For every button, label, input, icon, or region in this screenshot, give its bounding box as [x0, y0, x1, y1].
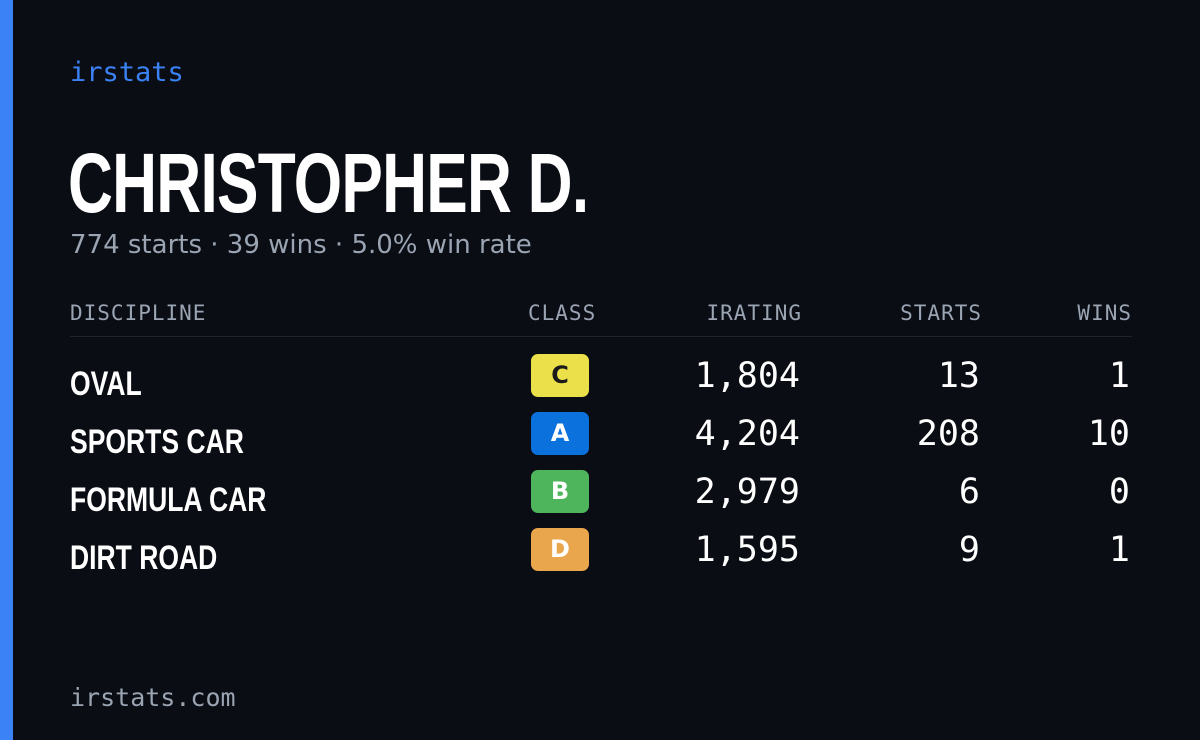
discipline-name: FORMULA CAR: [70, 481, 267, 519]
irating-value: 2,979: [694, 472, 800, 512]
class-badge: B: [531, 470, 589, 513]
table-header: DISCIPLINE CLASS IRATING STARTS WINS: [70, 298, 1132, 337]
table-row: OVAL C 1,804 13 1: [70, 354, 1132, 412]
discipline-name: SPORTS CAR: [70, 423, 244, 461]
table-row: FORMULA CAR B 2,979 6 0: [70, 470, 1132, 528]
irating-value: 1,595: [694, 530, 800, 570]
brand-logo-text: irstats: [70, 57, 184, 88]
header-class: CLASS: [528, 301, 597, 325]
table-row: DIRT ROAD D 1,595 9 1: [70, 528, 1132, 586]
table-row: SPORTS CAR A 4,204 208 10: [70, 412, 1132, 470]
starts-value: 208: [916, 414, 980, 454]
discipline-name: OVAL: [70, 365, 142, 403]
footer-url: irstats.com: [70, 683, 236, 712]
class-badge: C: [531, 354, 589, 397]
driver-summary: 774 starts · 39 wins · 5.0% win rate: [70, 230, 532, 260]
wins-value: 0: [1108, 472, 1130, 512]
starts-value: 6: [958, 472, 980, 512]
header-wins: WINS: [1077, 301, 1132, 325]
header-discipline: DISCIPLINE: [70, 301, 207, 325]
irating-value: 4,204: [694, 414, 800, 454]
header-irating: IRATING: [706, 301, 802, 325]
wins-value: 1: [1108, 356, 1130, 396]
header-starts: STARTS: [900, 301, 982, 325]
starts-value: 9: [958, 530, 980, 570]
wins-value: 1: [1108, 530, 1130, 570]
wins-value: 10: [1087, 414, 1130, 454]
class-badge: A: [531, 412, 589, 455]
starts-value: 13: [937, 356, 980, 396]
accent-bar: [0, 0, 13, 740]
irating-value: 1,804: [694, 356, 800, 396]
class-badge: D: [531, 528, 589, 571]
discipline-name: DIRT ROAD: [70, 539, 218, 577]
driver-name: CHRISTOPHER D.: [68, 136, 589, 230]
